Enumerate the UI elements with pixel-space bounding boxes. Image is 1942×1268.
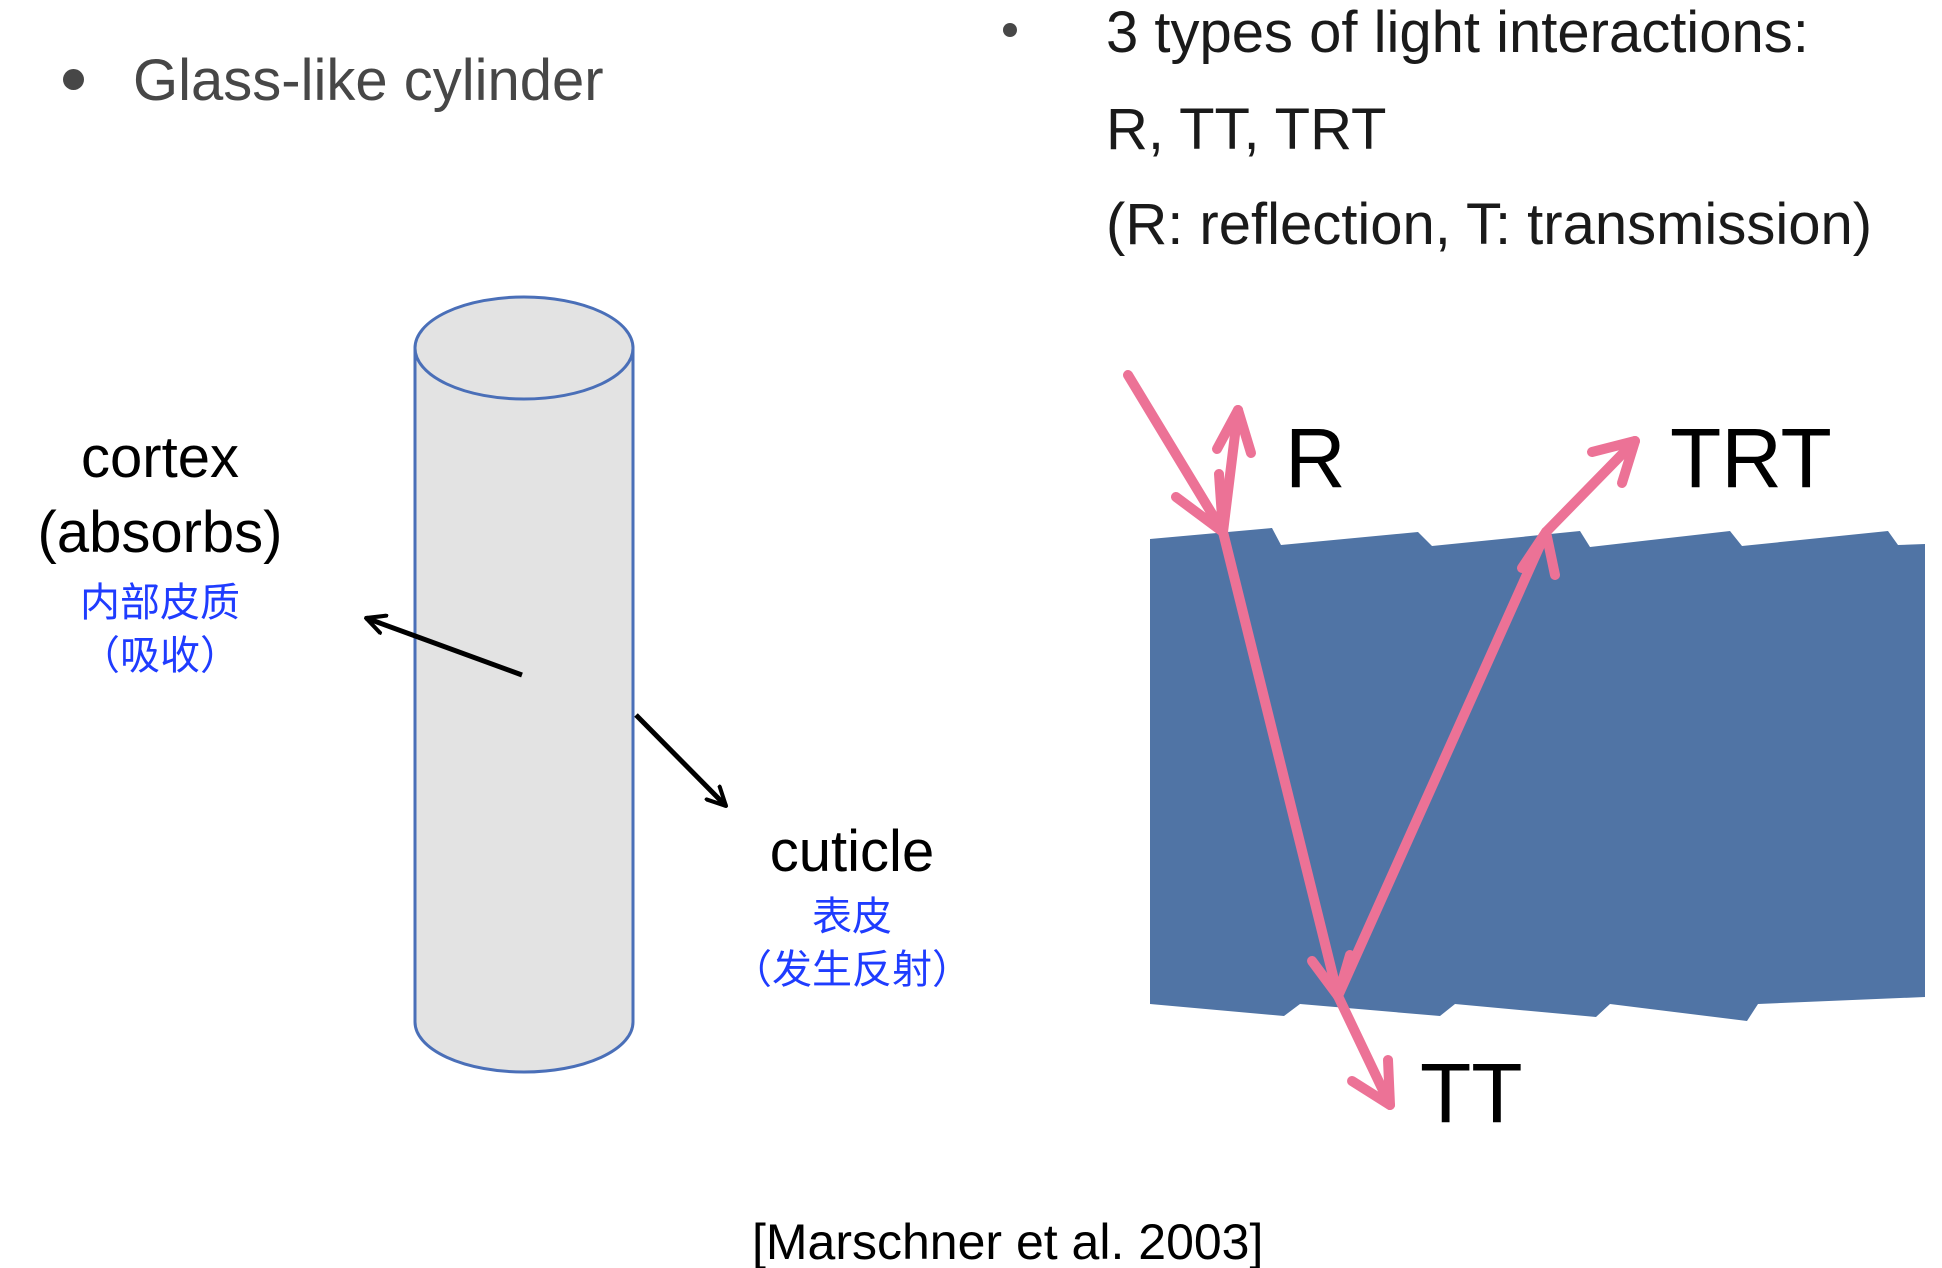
interaction-types-legend: (R: reflection, T: transmission): [1106, 192, 1873, 257]
tt-ray-label: TT: [1420, 1046, 1523, 1140]
left-bullet-text: Glass-like cylinder: [133, 48, 604, 113]
tt-ray-arrowhead: [1347, 1055, 1395, 1110]
cuticle-chinese-sublabel: （发生反射）: [732, 947, 972, 993]
hair-fiber-block: [1150, 528, 1925, 1021]
interaction-types-line: 3 types of light interactions:: [1106, 0, 1809, 65]
cylinder-top: [413, 295, 635, 401]
r-ray: [1218, 405, 1243, 537]
cortex-sublabel: (absorbs): [37, 500, 283, 565]
glass-cylinder: [413, 295, 635, 1074]
r-ray-label: R: [1285, 411, 1346, 505]
cortex-chinese-label: 内部皮质: [80, 580, 240, 626]
cuticle-chinese-label: 表皮: [812, 894, 892, 940]
interaction-types-list: R, TT, TRT: [1106, 97, 1387, 162]
trt-ray-exit: [1541, 436, 1640, 537]
bullet-dot: [1003, 23, 1017, 37]
r-ray-arrowhead: [1212, 405, 1256, 458]
citation: [Marschner et al. 2003]: [752, 1214, 1264, 1268]
light-rays: [1123, 370, 1640, 1110]
cortex-chinese-sublabel: （吸收）: [80, 633, 240, 679]
trt-ray-inside: [1333, 527, 1551, 1001]
bullet-dot: [63, 69, 84, 90]
cuticle-pointer-arrow: [634, 713, 726, 806]
cortex-label: cortex: [81, 425, 239, 490]
cortex-pointer-arrow: [366, 618, 523, 678]
cuticle-label: cuticle: [769, 819, 935, 884]
trt-ray-arrowhead: [1587, 436, 1640, 488]
tt-ray-exit: [1333, 991, 1395, 1110]
tt-ray-inside: [1218, 527, 1343, 1001]
trt-ray-label: TRT: [1670, 411, 1832, 505]
incident-ray-arrowhead: [1171, 469, 1228, 537]
cylinder-body: [413, 346, 635, 1074]
incident-ray: [1123, 370, 1228, 537]
